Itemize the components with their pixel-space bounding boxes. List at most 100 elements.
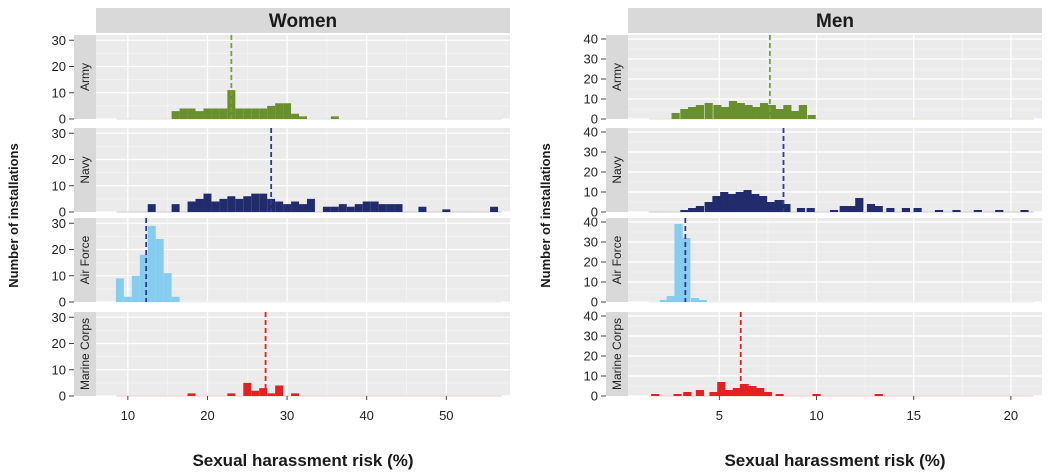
histogram-bar xyxy=(855,198,864,212)
histogram-bar xyxy=(995,210,1004,212)
histogram-bar xyxy=(698,300,707,302)
facet-label: Army xyxy=(610,63,624,91)
x-axis-label: Sexual harassment risk (%) xyxy=(192,451,413,470)
histogram-bar xyxy=(704,103,713,119)
x-tick-label: 20 xyxy=(200,408,214,423)
histogram-bar xyxy=(727,194,737,212)
y-tick-label: 10 xyxy=(584,369,598,384)
y-tick-label: 20 xyxy=(52,336,66,351)
chart-title: Men xyxy=(816,11,854,32)
histogram-bar xyxy=(291,393,300,396)
histogram-bar xyxy=(251,193,260,212)
histogram-bar xyxy=(115,278,124,302)
x-tick-label: 15 xyxy=(906,408,920,423)
x-tick-label: 5 xyxy=(716,408,723,423)
panel-background xyxy=(96,312,510,396)
histogram-bar xyxy=(724,390,734,396)
y-tick-label: 0 xyxy=(59,205,66,220)
y-tick-label: 30 xyxy=(52,310,66,325)
histogram-bar xyxy=(752,107,761,119)
histogram-bar xyxy=(934,210,944,212)
histogram-bar xyxy=(717,382,726,396)
histogram-bar xyxy=(973,210,982,212)
histogram-bar xyxy=(354,204,363,212)
histogram-bar xyxy=(147,204,156,212)
histogram-bar xyxy=(913,208,922,212)
histogram-bar xyxy=(187,201,196,212)
panel-background xyxy=(628,312,1042,396)
histogram-bar xyxy=(259,388,268,396)
histogram-bar xyxy=(131,275,140,302)
histogram-bar xyxy=(283,204,292,212)
histogram-bar xyxy=(251,108,260,119)
histogram-bar xyxy=(683,392,692,396)
histogram-bar xyxy=(291,201,300,212)
chart-title: Women xyxy=(269,11,337,32)
y-tick-label: 10 xyxy=(52,268,66,283)
y-tick-label: 10 xyxy=(52,178,66,193)
histogram-bar xyxy=(901,208,911,212)
histogram-bar xyxy=(721,107,730,119)
histogram-bar xyxy=(235,198,244,212)
x-tick-label: 10 xyxy=(809,408,823,423)
histogram-bar xyxy=(866,204,876,212)
histogram-bar xyxy=(227,393,236,396)
facet-strip xyxy=(74,35,96,119)
histogram-bar xyxy=(732,388,741,396)
histogram-bar xyxy=(251,390,260,396)
facet-label: Navy xyxy=(610,156,624,183)
facet-marine-corps: Marine Corps 0 10 20 30 xyxy=(52,310,510,404)
x-tick-label: 10 xyxy=(121,408,135,423)
histogram-bar xyxy=(651,394,660,396)
panel-background xyxy=(628,128,1042,212)
title-strip xyxy=(628,8,1042,33)
x-tick-label: 30 xyxy=(280,408,294,423)
y-tick-label: 20 xyxy=(52,59,66,74)
histogram-bar xyxy=(666,296,675,302)
histogram-bar xyxy=(874,206,883,212)
histogram-bar xyxy=(759,103,769,119)
histogram-bar xyxy=(874,394,883,396)
histogram-bar xyxy=(123,296,132,302)
histogram-bar xyxy=(219,198,228,212)
histogram-bar xyxy=(782,204,791,212)
y-tick-label: 10 xyxy=(584,92,598,107)
y-tick-label: 30 xyxy=(52,216,66,231)
histogram-bar xyxy=(179,108,188,119)
histogram-bar xyxy=(713,105,722,119)
histogram-bar xyxy=(171,296,180,302)
histogram-bar xyxy=(235,108,244,119)
histogram-bar xyxy=(394,204,403,212)
histogram-bar xyxy=(704,202,713,212)
y-tick-label: 10 xyxy=(52,362,66,377)
histogram-bar xyxy=(774,200,783,212)
histogram-bar xyxy=(796,208,806,212)
histogram-bar xyxy=(767,105,776,119)
y-tick-label: 0 xyxy=(591,295,598,310)
histogram-bar xyxy=(259,193,268,212)
histogram-bar xyxy=(952,210,961,212)
facet-navy: Navy 0 10 20 30 xyxy=(52,126,510,220)
y-tick-label: 20 xyxy=(584,349,598,364)
histogram-bar xyxy=(807,115,816,119)
y-tick-label: 30 xyxy=(584,52,598,67)
histogram-bar xyxy=(243,196,252,212)
histogram-bar xyxy=(195,198,204,212)
x-tick-label: 40 xyxy=(359,408,373,423)
facet-strip xyxy=(606,35,628,119)
facet-label: Navy xyxy=(78,156,92,183)
histogram-bar xyxy=(267,198,276,212)
title-strip xyxy=(96,8,510,33)
facet-marine-corps: Marine Corps 0 10 20 30 40 xyxy=(584,309,1042,404)
histogram-bar xyxy=(736,103,745,119)
y-tick-label: 40 xyxy=(584,32,598,47)
histogram-bar xyxy=(673,394,682,396)
histogram-bar xyxy=(267,105,276,119)
histogram-bar xyxy=(766,202,775,212)
histogram-bar xyxy=(712,196,721,212)
panel-background xyxy=(96,128,510,212)
histogram-bar xyxy=(798,105,808,119)
histogram-bar xyxy=(211,108,220,119)
histogram-bar xyxy=(720,192,729,212)
